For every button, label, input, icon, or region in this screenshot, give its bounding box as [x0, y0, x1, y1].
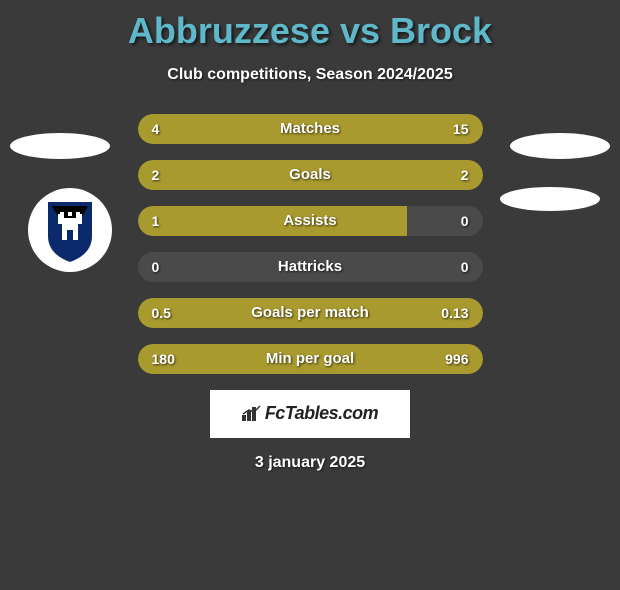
stat-label: Hattricks [138, 252, 483, 282]
ellipse-top-left [10, 133, 110, 159]
page-title: Abbruzzese vs Brock [0, 10, 620, 52]
footer-brand-box: FcTables.com [210, 390, 410, 438]
stat-row: 22Goals [138, 160, 483, 190]
stat-label: Assists [138, 206, 483, 236]
logo-bars-icon [242, 405, 262, 426]
stat-label: Matches [138, 114, 483, 144]
stat-row: 415Matches [138, 114, 483, 144]
ellipse-top-right [510, 133, 610, 159]
stat-row: 180996Min per goal [138, 344, 483, 374]
subtitle: Club competitions, Season 2024/2025 [0, 66, 620, 84]
stat-label: Goals per match [138, 298, 483, 328]
stats-container: 415Matches 22Goals 10Assists 00Hattricks 0.5… [138, 114, 483, 374]
ellipse-mid-right [500, 187, 600, 211]
date-line: 3 january 2025 [0, 454, 620, 472]
club-badge [28, 188, 112, 272]
footer-brand-text: FcTables.com [265, 403, 378, 423]
fctables-logo: FcTables.com [242, 403, 378, 426]
stat-row: 0.50.13Goals per match [138, 298, 483, 328]
stat-label: Goals [138, 160, 483, 190]
stat-label: Min per goal [138, 344, 483, 374]
stat-row: 10Assists [138, 206, 483, 236]
stat-row: 00Hattricks [138, 252, 483, 282]
